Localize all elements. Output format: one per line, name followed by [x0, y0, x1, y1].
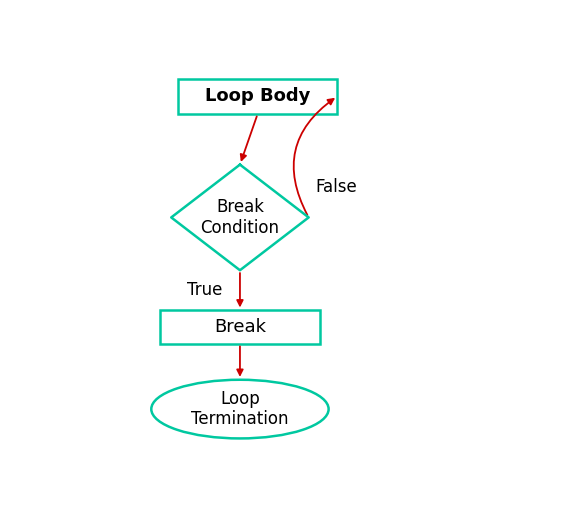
FancyBboxPatch shape: [178, 79, 337, 114]
Text: Loop
Termination: Loop Termination: [191, 390, 289, 428]
FancyArrowPatch shape: [293, 99, 333, 215]
Ellipse shape: [151, 380, 328, 438]
Text: Loop Body: Loop Body: [205, 87, 311, 105]
FancyBboxPatch shape: [160, 310, 320, 343]
Text: False: False: [315, 178, 357, 196]
Text: Break
Condition: Break Condition: [200, 198, 280, 237]
Text: Break: Break: [214, 318, 266, 336]
Text: True: True: [187, 281, 223, 299]
